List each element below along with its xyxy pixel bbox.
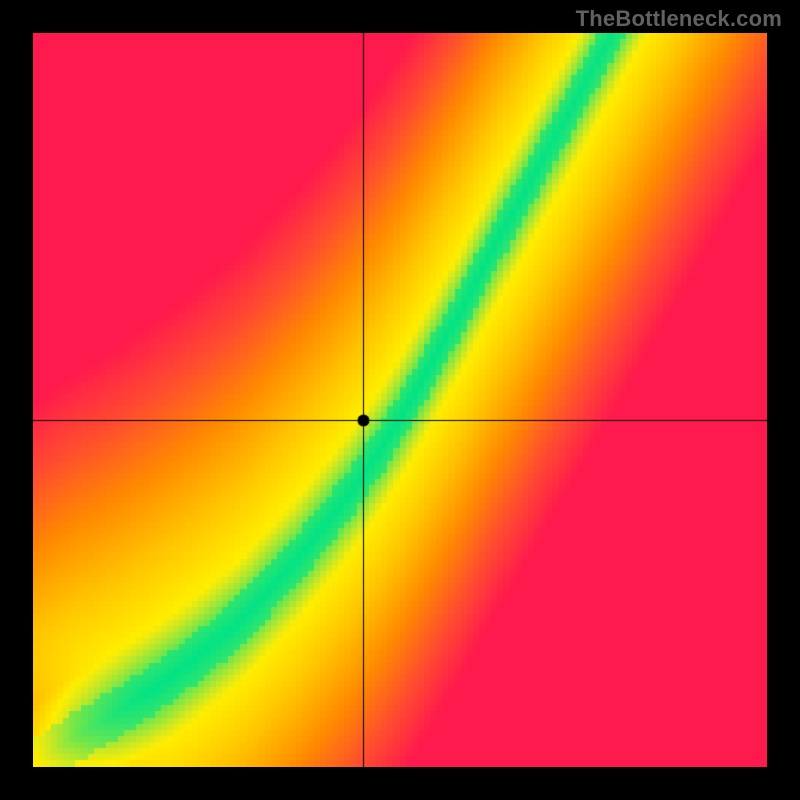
bottleneck-heatmap <box>33 33 767 767</box>
watermark-text: TheBottleneck.com <box>576 6 782 32</box>
